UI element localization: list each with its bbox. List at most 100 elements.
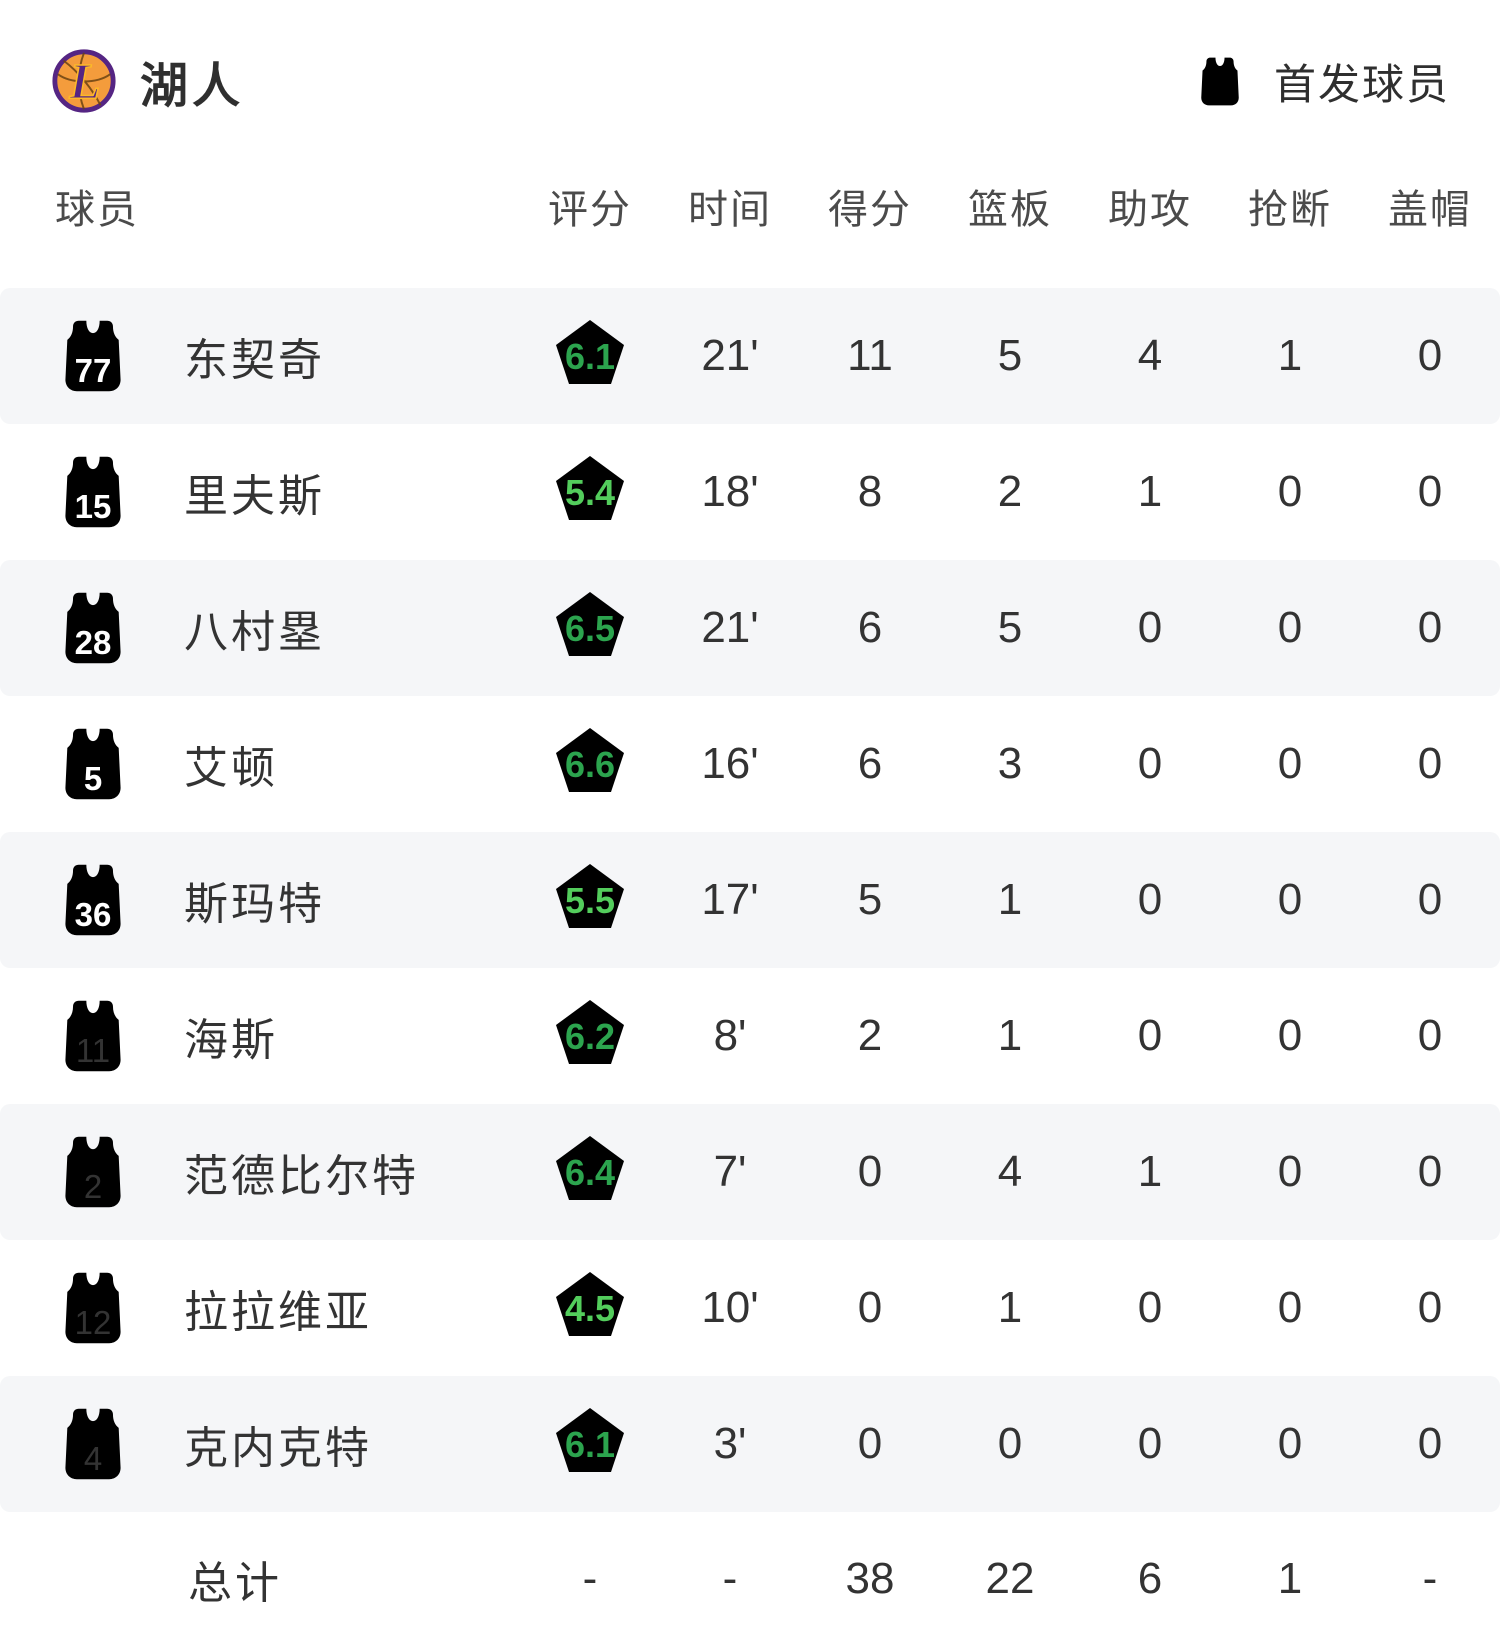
player-name: 范德比尔特 [184,1152,419,1201]
player-row[interactable]: 28 八村塁 6.5 21' 6 5 0 0 0 [0,560,1500,696]
jersey-number: 5 [83,760,103,797]
rating-value: 5.5 [564,879,616,921]
jersey-icon: 36 [58,861,128,939]
jersey-icon: 15 [58,453,128,531]
rating-cell: 6.4 [520,1128,660,1217]
time-value: 10' [701,1283,759,1332]
blocks-value: 0 [1417,331,1443,380]
jersey-number: 36 [74,896,112,933]
col-time: 时间 [688,188,772,232]
lakers-logo-icon: L [50,47,118,115]
rating-value: 6.6 [564,743,616,785]
rating-value: 6.1 [564,335,616,377]
table-column-header: 球员 评分 时间 得分 篮板 助攻 抢断 盖帽 [0,178,1500,234]
steals-value: 0 [1277,739,1303,788]
jersey-number: 15 [74,488,112,525]
rating-badge-icon: 4.5 [548,1264,632,1348]
steals-value: 0 [1277,1147,1303,1196]
assists-value: 0 [1137,1419,1163,1468]
steals-value: 0 [1277,467,1303,516]
player-cell: 4 克内克特 [0,1405,520,1483]
rating-value: 5.4 [564,471,616,513]
rating-cell: 6.1 [520,312,660,401]
time-value: 16' [701,739,759,788]
assists-value: 1 [1137,1147,1163,1196]
time-value: 18' [701,467,759,516]
player-row[interactable]: 5 艾顿 6.6 16' 6 3 0 0 0 [0,696,1500,832]
points-value: 8 [857,467,883,516]
assists-value: 4 [1137,331,1163,380]
jersey-icon: 77 [58,317,128,395]
total-steals: 1 [1277,1554,1303,1603]
steals-value: 0 [1277,875,1303,924]
col-player: 球员 [55,188,139,232]
player-row[interactable]: 15 里夫斯 5.4 18' 8 2 1 0 0 [0,424,1500,560]
player-name: 八村塁 [184,608,325,657]
player-row[interactable]: 4 克内克特 6.1 3' 0 0 0 0 0 [0,1376,1500,1512]
rebounds-value: 2 [997,467,1023,516]
rating-badge-icon: 6.2 [548,992,632,1076]
player-cell: 12 拉拉维亚 [0,1269,520,1347]
rebounds-value: 5 [997,331,1023,380]
jersey-number: 77 [74,352,112,389]
player-cell: 11 海斯 [0,997,520,1075]
rebounds-value: 1 [997,1283,1023,1332]
total-label-cell: 总计 [0,1547,520,1611]
col-points: 得分 [828,188,912,232]
jersey-number: 4 [83,1440,103,1477]
rating-cell: 4.5 [520,1264,660,1353]
player-row[interactable]: 2 范德比尔特 6.4 7' 0 4 1 0 0 [0,1104,1500,1240]
starter-legend: 首发球员 [1196,51,1450,112]
total-assists: 6 [1137,1554,1163,1603]
player-name: 海斯 [184,1016,278,1065]
player-row[interactable]: 36 斯玛特 5.5 17' 5 1 0 0 0 [0,832,1500,968]
player-row[interactable]: 77 东契奇 6.1 21' 11 5 4 1 0 [0,288,1500,424]
rebounds-value: 1 [997,875,1023,924]
rating-value: 6.1 [564,1423,616,1465]
total-rebounds: 22 [985,1554,1035,1603]
jersey-number: 28 [74,624,112,661]
player-name: 斯玛特 [184,880,325,929]
jersey-icon: 5 [58,725,128,803]
total-blocks: - [1422,1554,1438,1603]
rating-value: 4.5 [564,1287,616,1329]
player-row[interactable]: 12 拉拉维亚 4.5 10' 0 1 0 0 0 [0,1240,1500,1376]
total-time: - [722,1554,738,1603]
total-points: 38 [845,1554,895,1603]
blocks-value: 0 [1417,603,1443,652]
team-header: L 湖人 首发球员 [0,0,1500,116]
rebounds-value: 1 [997,1011,1023,1060]
player-name: 艾顿 [184,744,278,793]
col-rebounds: 篮板 [968,188,1052,232]
team-name: 湖人 [140,60,245,113]
rebounds-value: 4 [997,1147,1023,1196]
player-row[interactable]: 11 海斯 6.2 8' 2 1 0 0 0 [0,968,1500,1104]
jersey-icon: 11 [58,997,128,1075]
player-cell: 28 八村塁 [0,589,520,667]
jersey-icon: 2 [58,1133,128,1211]
rating-badge-icon: 6.1 [548,312,632,396]
assists-value: 1 [1137,467,1163,516]
team-identity: L 湖人 [50,46,244,116]
points-value: 0 [857,1283,883,1332]
player-name: 克内克特 [184,1424,372,1473]
player-name: 东契奇 [184,336,325,385]
rebounds-value: 5 [997,603,1023,652]
time-value: 3' [713,1419,747,1468]
rating-badge-icon: 6.1 [548,1400,632,1484]
col-rating: 评分 [548,188,632,232]
blocks-value: 0 [1417,739,1443,788]
rating-badge-icon: 6.4 [548,1128,632,1212]
jersey-number: 11 [75,1032,111,1069]
player-cell: 15 里夫斯 [0,453,520,531]
points-value: 2 [857,1011,883,1060]
rating-cell: 6.5 [520,584,660,673]
rating-badge-icon: 6.6 [548,720,632,804]
time-value: 21' [701,331,759,380]
rating-cell: 5.5 [520,856,660,945]
steals-value: 0 [1277,1419,1303,1468]
assists-value: 0 [1137,603,1163,652]
blocks-value: 0 [1417,467,1443,516]
blocks-value: 0 [1417,1283,1443,1332]
points-value: 0 [857,1147,883,1196]
